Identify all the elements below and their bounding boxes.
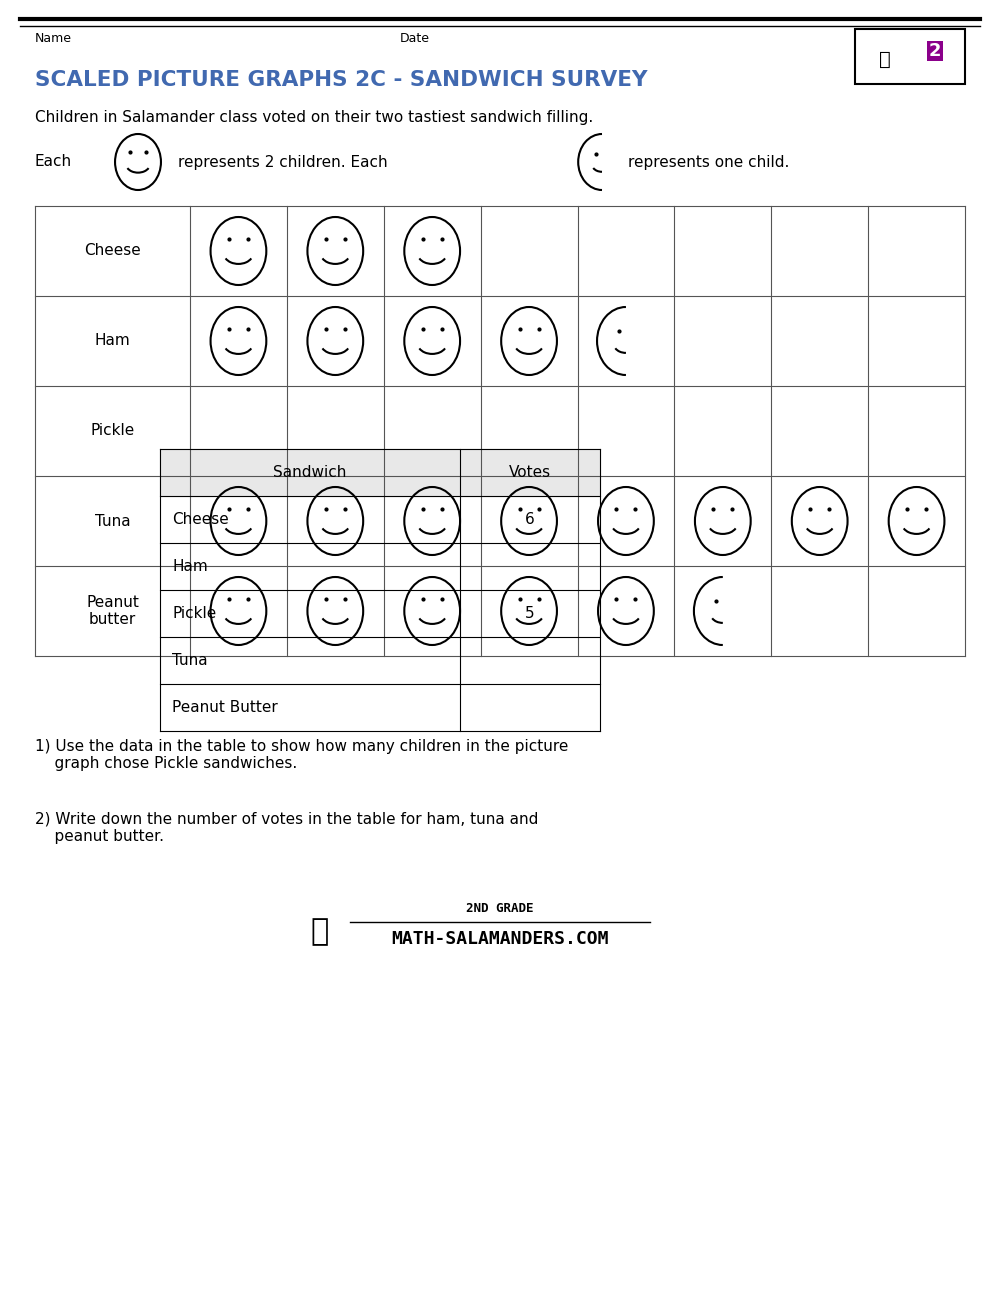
- Text: Tuna: Tuna: [172, 653, 208, 668]
- Text: Tuna: Tuna: [95, 514, 130, 528]
- Text: Peanut Butter: Peanut Butter: [172, 700, 278, 716]
- Text: represents one child.: represents one child.: [628, 154, 789, 170]
- Text: Cheese: Cheese: [84, 243, 141, 259]
- Text: Date: Date: [400, 32, 430, 45]
- Text: Each: Each: [35, 154, 72, 170]
- Text: Votes: Votes: [509, 465, 551, 480]
- Text: 6: 6: [525, 512, 535, 527]
- Text: Pickle: Pickle: [90, 423, 135, 439]
- Text: Children in Salamander class voted on their two tastiest sandwich filling.: Children in Salamander class voted on th…: [35, 110, 593, 126]
- Text: Name: Name: [35, 32, 72, 45]
- Text: 2) Write down the number of votes in the table for ham, tuna and
    peanut butt: 2) Write down the number of votes in the…: [35, 813, 538, 845]
- Text: 2: 2: [929, 41, 941, 60]
- Text: Peanut
butter: Peanut butter: [86, 595, 139, 628]
- FancyBboxPatch shape: [855, 28, 965, 84]
- Text: Cheese: Cheese: [172, 512, 229, 527]
- Text: 🏫: 🏫: [879, 49, 891, 69]
- Text: Ham: Ham: [95, 334, 130, 348]
- Text: SCALED PICTURE GRAPHS 2C - SANDWICH SURVEY: SCALED PICTURE GRAPHS 2C - SANDWICH SURV…: [35, 70, 648, 91]
- Text: represents 2 children. Each: represents 2 children. Each: [178, 154, 388, 170]
- Text: MATH-SALAMANDERS.COM: MATH-SALAMANDERS.COM: [391, 930, 609, 949]
- Text: Ham: Ham: [172, 559, 208, 575]
- Text: Sandwich: Sandwich: [273, 465, 347, 480]
- Text: Pickle: Pickle: [172, 606, 216, 621]
- Text: 1) Use the data in the table to show how many children in the picture
    graph : 1) Use the data in the table to show how…: [35, 739, 568, 771]
- Text: 2ND GRADE: 2ND GRADE: [466, 902, 534, 915]
- Text: 🦒: 🦒: [311, 917, 329, 946]
- Text: 5: 5: [525, 606, 535, 621]
